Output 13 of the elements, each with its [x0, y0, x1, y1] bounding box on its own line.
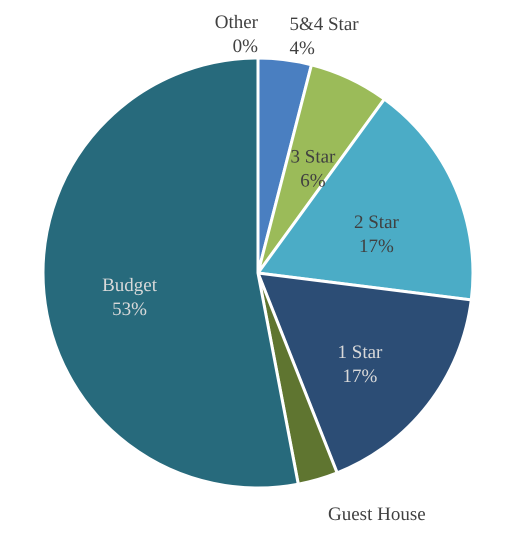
- category-label: Other: [214, 12, 258, 33]
- slice-label: 2 Star: [354, 212, 400, 233]
- data-label: 4%: [289, 38, 315, 59]
- slice-label: 3 Star: [290, 146, 336, 168]
- data-label: 53%: [112, 299, 148, 320]
- slice-label: Budget: [102, 275, 158, 296]
- data-label: 6%: [300, 170, 326, 192]
- data-label: 17%: [358, 236, 394, 257]
- slice-label: 5&4 Star: [289, 14, 360, 35]
- data-label: 17%: [342, 366, 378, 388]
- text: 0%: [232, 36, 258, 57]
- slice-label: 1 Star: [338, 342, 384, 364]
- slice-label: Guest House: [328, 504, 426, 526]
